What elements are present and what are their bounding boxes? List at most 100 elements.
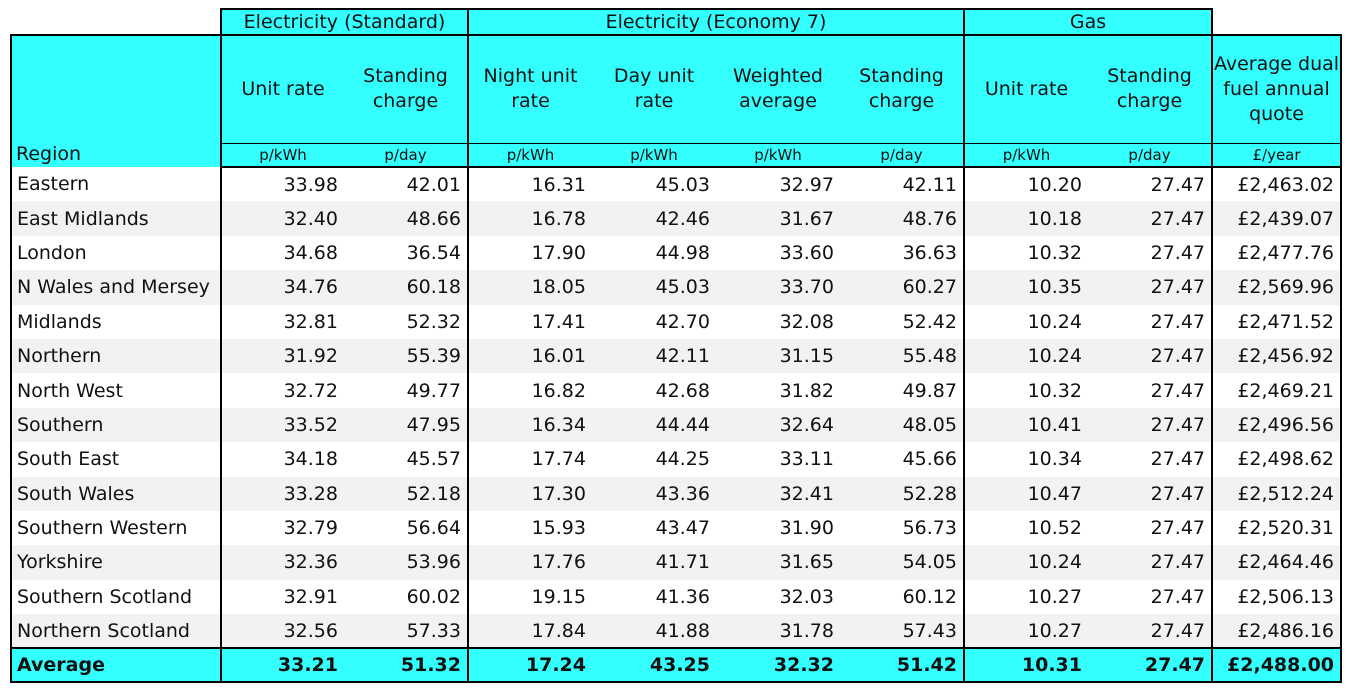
- table-cell: 33.60: [779, 241, 834, 264]
- table-cell: 41.88: [592, 614, 716, 649]
- table-cell: 34.76: [220, 270, 344, 305]
- table-cell: £2,496.56: [1211, 407, 1343, 443]
- table-row: Northern Scotland 32.56 57.33 17.84 41.88 31.…: [10, 614, 1343, 649]
- table-cell: £2,471.52: [1211, 304, 1343, 339]
- table-cell: 31.78: [716, 614, 840, 649]
- table-cell: £2,486.16: [1211, 614, 1343, 649]
- tariff-table: Electricity (Standard) Electricity (Econ…: [10, 8, 1343, 684]
- table-cell: 31.92: [220, 338, 344, 374]
- table-cell: 32.79: [220, 510, 344, 546]
- column-header-e7-day-rate: Day unit rate: [592, 34, 716, 143]
- table-row: Northern 31.92 55.39 16.01 42.11 31.15 55.48 10…: [10, 338, 1343, 374]
- table-cell: 27.47: [1088, 614, 1213, 649]
- region-name: Midlands: [10, 304, 221, 339]
- table-cell: 56.73: [902, 517, 957, 540]
- table-cell: 17.84: [467, 614, 592, 649]
- region-name: South Wales: [10, 476, 221, 511]
- table-cell: 53.96: [344, 545, 468, 580]
- column-header-dual-fuel-quote: Average dual fuel annual quote: [1211, 34, 1343, 143]
- table-cell: 32.40: [220, 201, 344, 236]
- table-cell: 10.35: [963, 270, 1088, 305]
- table-cell: 27.47: [1088, 476, 1213, 511]
- table-cell: 32.08: [779, 310, 834, 333]
- table-cell: 17.90: [467, 235, 592, 271]
- table-row: South Wales 33.28 52.18 17.30 43.36 32.41 52.2…: [10, 476, 1343, 511]
- unit-label: p/kWh: [467, 142, 592, 168]
- table-cell: £2,469.21: [1211, 373, 1343, 408]
- average-cell: 33.21: [220, 647, 344, 684]
- group-gas: Gas: [962, 8, 1214, 36]
- region-name: East Midlands: [10, 201, 221, 236]
- table-cell: 31.67: [716, 201, 840, 236]
- table-cell: 27.47: [1150, 379, 1206, 402]
- unit-label: p/kWh: [220, 142, 344, 168]
- table-cell: 27.47: [1088, 201, 1213, 236]
- table-cell: £2,456.92: [1211, 338, 1343, 374]
- table-cell: 43.47: [655, 517, 710, 540]
- table-cell: 44.44: [592, 407, 716, 443]
- table-cell: 27.47: [1150, 173, 1206, 196]
- table-cell: 27.47: [1088, 407, 1213, 443]
- table-row: Yorkshire 32.36 53.96 17.76 41.71 31.65 54.05 1…: [10, 545, 1343, 580]
- table-cell: 33.98: [220, 167, 344, 202]
- table-row: Southern 33.52 47.95 16.34 44.44 32.64 48.05 10…: [10, 407, 1343, 443]
- table-cell: 31.90: [779, 517, 834, 540]
- region-name: Southern: [10, 407, 221, 443]
- table-cell: 32.72: [220, 373, 344, 408]
- unit-label: p/kWh: [963, 142, 1088, 168]
- table-cell: 32.03: [779, 585, 834, 608]
- table-cell: 52.42: [902, 310, 957, 333]
- table-cell: 17.30: [467, 476, 592, 511]
- table-cell: 31.65: [716, 545, 840, 580]
- table-cell: 45.66: [902, 448, 957, 471]
- region-name: N Wales and Mersey: [10, 270, 221, 305]
- average-label: Average: [10, 647, 221, 684]
- unit-label: p/day: [344, 142, 468, 168]
- table-cell: 42.68: [655, 379, 710, 402]
- table-cell: 32.56: [220, 614, 344, 649]
- table-cell: 16.31: [467, 167, 592, 202]
- region-name: London: [10, 235, 221, 271]
- table-cell: 57.33: [344, 614, 468, 649]
- group-electricity-standard: Electricity (Standard): [220, 8, 469, 36]
- table-cell: 43.36: [592, 476, 716, 511]
- table-cell: 27.47: [1088, 270, 1213, 305]
- unit-label: p/kWh: [716, 142, 840, 168]
- table-cell: 33.70: [716, 270, 840, 305]
- column-header-e7-weighted-average: Weighted average: [716, 34, 840, 143]
- column-header-std-unit-rate: Unit rate: [220, 34, 344, 143]
- average-cell: 51.32: [344, 647, 468, 684]
- blank-corner: [11, 9, 221, 35]
- table-cell: 44.98: [655, 241, 710, 264]
- table-cell: 10.18: [963, 201, 1088, 236]
- table-cell: 36.63: [902, 241, 957, 264]
- table-row: North West 32.72 49.77 16.82 42.68 31.82 49.87…: [10, 373, 1343, 408]
- column-header-e7-standing-charge: Standing charge: [840, 34, 964, 143]
- column-header-e7-night-rate: Night unit rate: [467, 34, 592, 143]
- table-cell: 10.27: [963, 614, 1088, 649]
- table-cell: 27.47: [1150, 310, 1206, 333]
- column-header-region: Region: [10, 34, 221, 167]
- unit-label: p/kWh: [592, 142, 716, 168]
- table-row: Southern Western 32.79 56.64 15.93 43.47 31.9…: [10, 510, 1343, 546]
- table-cell: 10.32: [963, 373, 1088, 408]
- table-cell: 16.82: [467, 373, 592, 408]
- table-cell: 19.15: [467, 579, 592, 615]
- table-cell: 36.54: [406, 241, 461, 264]
- table-cell: 31.15: [716, 338, 840, 374]
- table-cell: 27.47: [1150, 585, 1206, 608]
- unit-label: £/year: [1211, 142, 1343, 168]
- column-header-gas-standing-charge: Standing charge: [1088, 34, 1213, 143]
- table-cell: 45.03: [592, 270, 716, 305]
- table-cell: £2,477.76: [1211, 235, 1343, 271]
- unit-label: p/day: [840, 142, 964, 168]
- table-cell: 27.47: [1150, 448, 1206, 471]
- table-cell: £2,520.31: [1211, 510, 1343, 546]
- table-row: London 34.68 36.54 17.90 44.98 33.60 36.63 10.3…: [10, 235, 1343, 271]
- region-name: Southern Scotland: [10, 579, 221, 615]
- table-cell: 42.11: [592, 338, 716, 374]
- table-cell: £2,464.46: [1211, 545, 1343, 580]
- average-cell: £2,488.00: [1211, 647, 1343, 684]
- table-cell: 42.11: [902, 173, 957, 196]
- average-cell: 51.42: [840, 647, 964, 684]
